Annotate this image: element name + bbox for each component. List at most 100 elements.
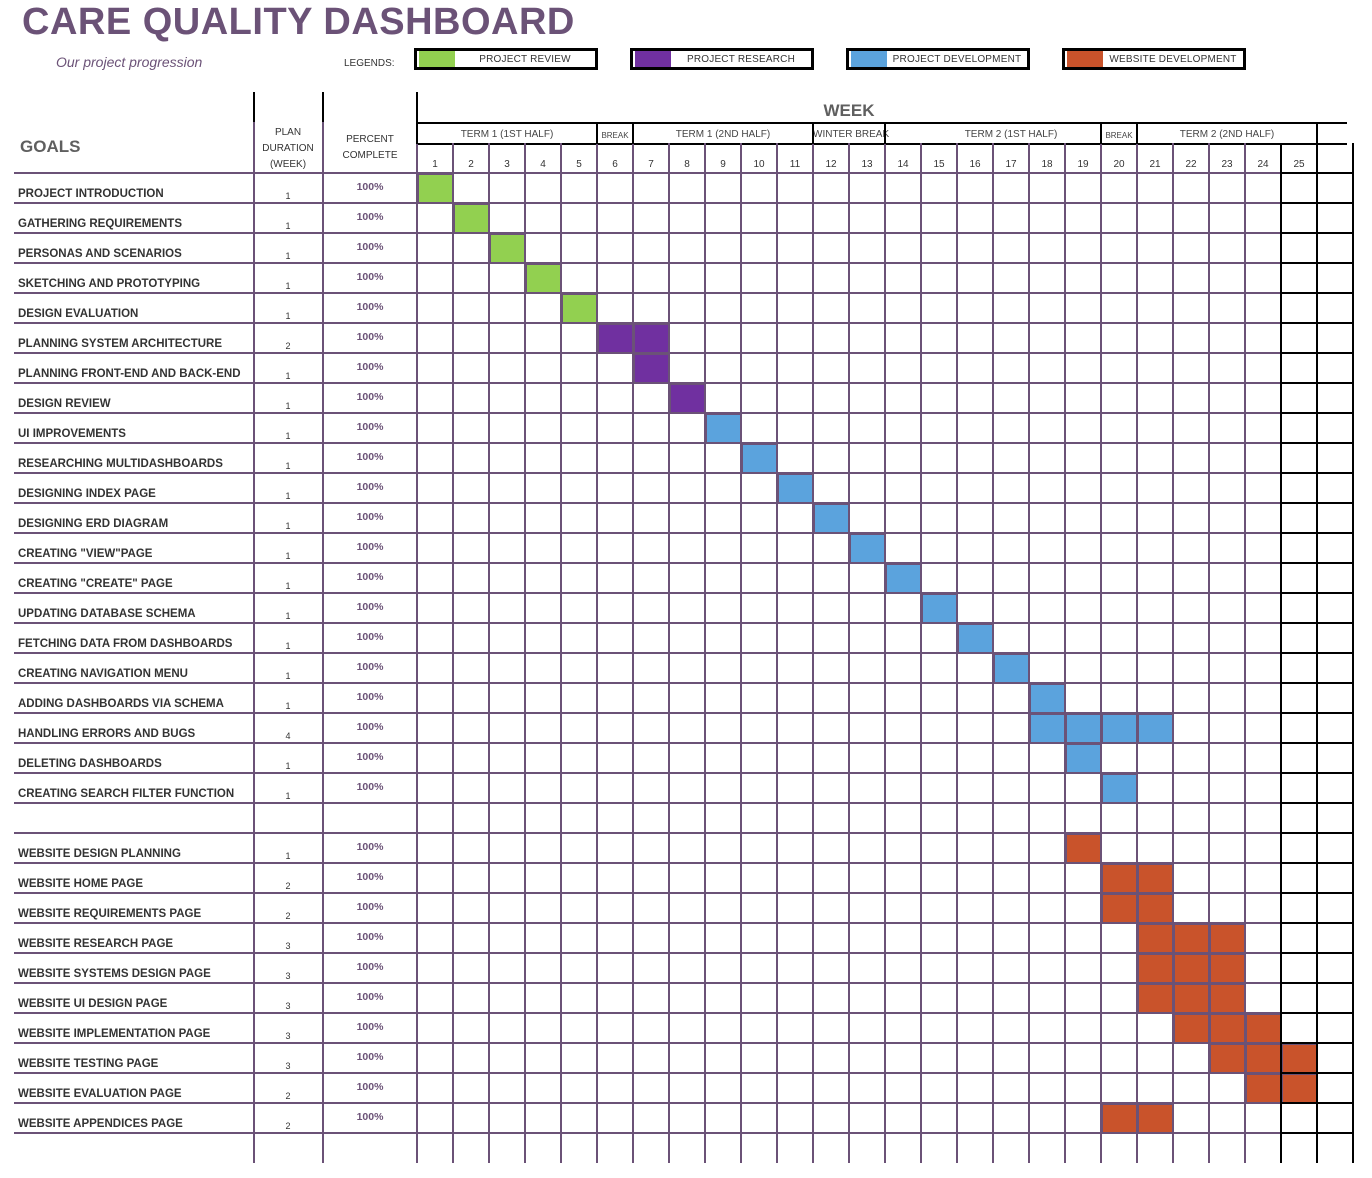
gantt-bar-cell (1138, 1104, 1174, 1134)
gantt-bar-cell (850, 534, 886, 564)
percent-complete-value: 100% (356, 331, 384, 343)
legend-item: WEBSITE DEVELOPMENT (1062, 48, 1246, 70)
grid-line (14, 172, 1281, 174)
week-number: 10 (753, 159, 765, 170)
percent-complete-value: 100% (356, 631, 384, 643)
grid-line (1352, 143, 1354, 1163)
grid-line (416, 92, 418, 144)
plan-duration-heading-line: (WEEK) (269, 159, 307, 170)
plan-duration-heading-line: PLAN (274, 127, 302, 138)
gantt-bar-cell (1138, 984, 1174, 1014)
plan-duration-value: 1 (285, 581, 291, 591)
grid-line (14, 442, 1281, 444)
legend-item: PROJECT RESEARCH (630, 48, 814, 70)
goal-label: ADDING DASHBOARDS VIA SCHEMA (18, 698, 224, 710)
grid-line (524, 143, 526, 1163)
gantt-bar-cell (1102, 1104, 1138, 1134)
grid-line (1208, 143, 1210, 1163)
percent-complete-value: 100% (356, 391, 384, 403)
plan-duration-value: 2 (285, 341, 291, 351)
plan-duration-value: 1 (285, 761, 291, 771)
term-label: TERM 1 (1ST HALF) (460, 129, 554, 140)
goal-label: WEBSITE HOME PAGE (18, 878, 144, 890)
plan-duration-value: 4 (285, 731, 291, 741)
week-heading: WEEK (823, 101, 875, 120)
gantt-bar-cell (1138, 924, 1174, 954)
week-number: 15 (933, 159, 945, 170)
plan-duration-value: 2 (285, 911, 291, 921)
grid-line (14, 232, 1281, 234)
grid-line (668, 143, 670, 1163)
gantt-bar-cell (1138, 714, 1174, 744)
plan-duration-value: 1 (285, 191, 291, 201)
grid-line (1280, 143, 1282, 1163)
legend-swatch (419, 51, 455, 67)
grid-line (14, 532, 1281, 534)
week-number: 16 (969, 159, 981, 170)
goal-label: WEBSITE APPENDICES PAGE (18, 1118, 183, 1130)
legends-label: LEGENDS: (344, 58, 395, 69)
goal-label: WEBSITE TESTING PAGE (18, 1058, 159, 1070)
gantt-bar-cell (1030, 684, 1066, 714)
grid-line (1064, 143, 1066, 1163)
goal-label: UI IMPROVEMENTS (18, 428, 126, 440)
plan-duration-value: 1 (285, 281, 291, 291)
grid-line (956, 143, 958, 1163)
gantt-bar-cell (1174, 924, 1210, 954)
week-number: 4 (540, 159, 546, 170)
percent-complete-value: 100% (356, 721, 384, 733)
grid-line (322, 92, 324, 1163)
grid-line (14, 922, 1281, 924)
week-number: 1 (432, 159, 438, 170)
percent-complete-value: 100% (356, 871, 384, 883)
percent-complete-value: 100% (356, 991, 384, 1003)
gantt-bar-cell (1246, 1074, 1282, 1104)
plan-duration-value: 1 (285, 521, 291, 531)
week-number: 19 (1077, 159, 1089, 170)
goal-label: WEBSITE RESEARCH PAGE (18, 938, 174, 950)
grid-line (704, 143, 706, 1163)
percent-complete-value: 100% (356, 271, 384, 283)
week-number: 5 (576, 159, 582, 170)
grid-line (14, 652, 1281, 654)
grid-line (416, 92, 418, 1163)
week-number: 8 (684, 159, 690, 170)
percent-complete-value: 100% (356, 361, 384, 373)
goal-label: DESIGN REVIEW (18, 398, 111, 410)
gantt-bar-cell (742, 444, 778, 474)
goal-label: FETCHING DATA FROM DASHBOARDS (18, 638, 233, 650)
gantt-bar-cell (418, 174, 454, 204)
week-number: 9 (720, 159, 726, 170)
gantt-bar-cell (1138, 894, 1174, 924)
gantt-bar-cell (922, 594, 958, 624)
grid-line (992, 143, 994, 1163)
gantt-bar-cell (1210, 984, 1246, 1014)
legend-swatch (851, 51, 887, 67)
grid-line (253, 92, 255, 1163)
gantt-bar-cell (1174, 984, 1210, 1014)
gantt-bar-cell (1102, 864, 1138, 894)
grid-line (1136, 122, 1138, 144)
legend-item: PROJECT REVIEW (414, 48, 598, 70)
plan-duration-value: 3 (285, 971, 291, 981)
percent-complete-heading-line: PERCENT (346, 134, 394, 145)
percent-complete-value: 100% (356, 901, 384, 913)
week-number: 11 (789, 159, 801, 170)
grid-line (322, 92, 324, 122)
week-number: 17 (1005, 159, 1017, 170)
grid-line (14, 502, 1281, 504)
plan-duration-value: 1 (285, 311, 291, 321)
grid-line (14, 1102, 1281, 1104)
gantt-bar-cell (1066, 714, 1102, 744)
plan-duration-value: 2 (285, 1121, 291, 1131)
gantt-bar-cell (1210, 1014, 1246, 1044)
plan-duration-value: 1 (285, 221, 291, 231)
plan-duration-value: 1 (285, 701, 291, 711)
gantt-bar-cell (1066, 834, 1102, 864)
week-number: 3 (504, 159, 510, 170)
percent-complete-value: 100% (356, 1051, 384, 1063)
plan-duration-value: 1 (285, 371, 291, 381)
goal-label: PROJECT INTRODUCTION (18, 188, 164, 200)
grid-line (14, 892, 1281, 894)
goal-label: HANDLING ERRORS AND BUGS (18, 728, 196, 740)
